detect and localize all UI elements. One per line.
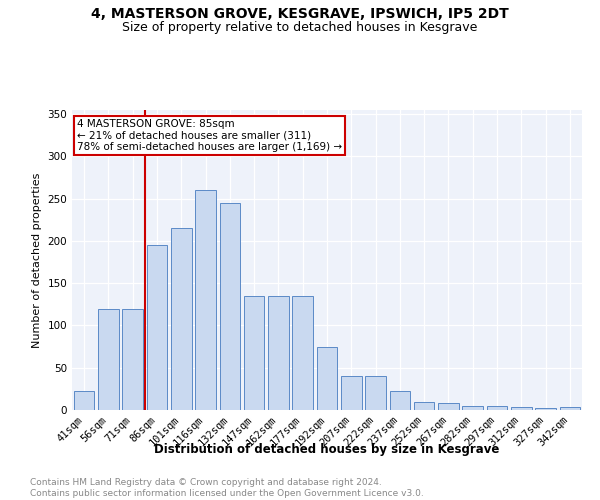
- Bar: [389, 392, 410, 410]
- Bar: [244, 296, 265, 410]
- Bar: [98, 308, 119, 410]
- Text: 4, MASTERSON GROVE, KESGRAVE, IPSWICH, IP5 2DT: 4, MASTERSON GROVE, KESGRAVE, IPSWICH, I…: [91, 8, 509, 22]
- Bar: [341, 376, 362, 410]
- Bar: [195, 190, 216, 410]
- Bar: [438, 403, 459, 410]
- Y-axis label: Number of detached properties: Number of detached properties: [32, 172, 42, 348]
- Bar: [268, 296, 289, 410]
- Bar: [414, 402, 434, 410]
- Bar: [74, 392, 94, 410]
- Text: Contains HM Land Registry data © Crown copyright and database right 2024.
Contai: Contains HM Land Registry data © Crown c…: [30, 478, 424, 498]
- Bar: [535, 408, 556, 410]
- Bar: [122, 308, 143, 410]
- Text: Distribution of detached houses by size in Kesgrave: Distribution of detached houses by size …: [154, 442, 500, 456]
- Bar: [511, 408, 532, 410]
- Bar: [146, 245, 167, 410]
- Text: 4 MASTERSON GROVE: 85sqm
← 21% of detached houses are smaller (311)
78% of semi-: 4 MASTERSON GROVE: 85sqm ← 21% of detach…: [77, 119, 342, 152]
- Bar: [560, 408, 580, 410]
- Bar: [463, 406, 483, 410]
- Bar: [317, 346, 337, 410]
- Bar: [171, 228, 191, 410]
- Bar: [365, 376, 386, 410]
- Bar: [487, 406, 508, 410]
- Bar: [292, 296, 313, 410]
- Bar: [220, 203, 240, 410]
- Text: Size of property relative to detached houses in Kesgrave: Size of property relative to detached ho…: [122, 21, 478, 34]
